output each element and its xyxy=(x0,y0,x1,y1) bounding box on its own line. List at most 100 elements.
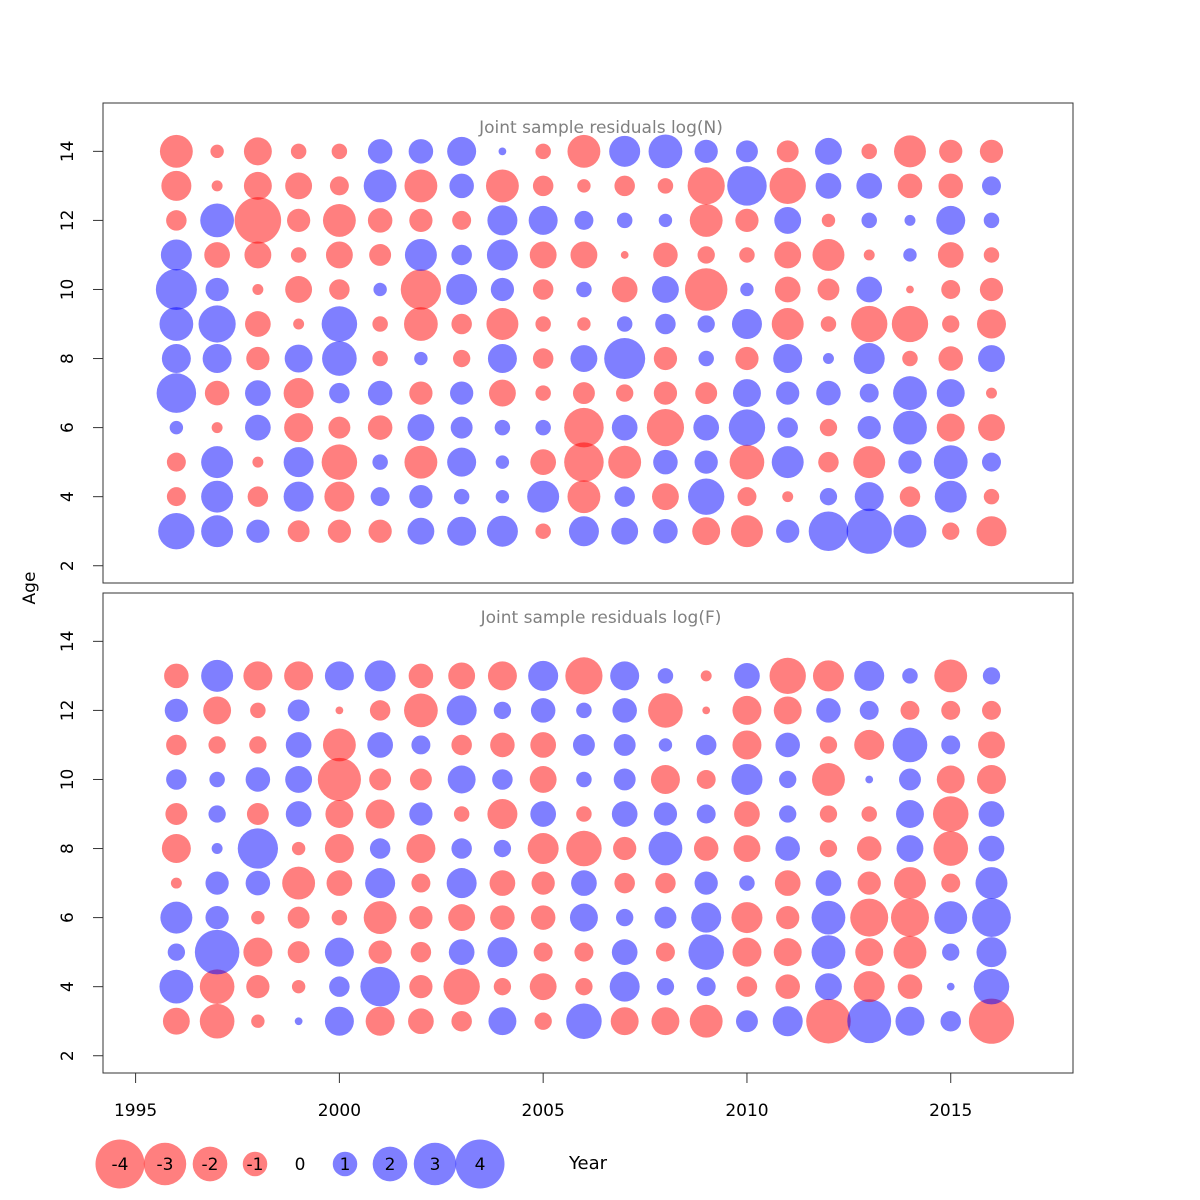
residual-bubble xyxy=(528,205,558,235)
residual-bubble xyxy=(655,942,675,962)
residual-bubble xyxy=(577,179,591,193)
residual-bubble xyxy=(325,800,354,828)
residual-bubble xyxy=(409,905,433,930)
residual-bubble xyxy=(613,733,636,756)
legend-label: 2 xyxy=(385,1155,396,1175)
residual-bubble xyxy=(815,173,842,199)
residual-bubble xyxy=(863,249,875,261)
residual-bubble xyxy=(331,909,348,926)
y-tick-label: 14 xyxy=(58,141,78,163)
residual-bubble xyxy=(159,134,193,168)
residual-bubble xyxy=(776,140,799,163)
residual-bubble xyxy=(447,447,477,477)
residual-bubble xyxy=(934,659,968,693)
residual-bubble xyxy=(773,344,803,374)
residual-bubble xyxy=(981,452,1001,472)
residual-bubble xyxy=(367,415,393,440)
residual-bubble xyxy=(291,979,306,994)
residual-bubble xyxy=(285,766,313,793)
residual-bubble xyxy=(208,736,226,754)
residual-bubble xyxy=(411,873,431,893)
residual-bubble xyxy=(808,511,849,551)
residual-bubble xyxy=(692,517,721,546)
residual-bubble xyxy=(933,445,968,480)
residual-bubble xyxy=(893,410,927,445)
residual-bubble xyxy=(205,277,229,302)
residual-bubble xyxy=(327,519,352,543)
residual-bubble xyxy=(448,662,476,690)
residual-bubble xyxy=(657,178,674,194)
residual-bubble xyxy=(695,734,717,756)
residual-bubble xyxy=(576,281,592,298)
residual-bubble xyxy=(979,277,1004,302)
residual-bubble xyxy=(495,455,510,469)
residual-bubble xyxy=(773,696,802,725)
residual-bubble xyxy=(155,268,197,310)
residual-bubble xyxy=(234,197,282,244)
residual-bubble xyxy=(364,660,396,692)
residual-bubble xyxy=(691,902,722,933)
residual-bubble xyxy=(978,414,1005,442)
residual-bubble xyxy=(822,353,834,365)
residual-bubble xyxy=(782,491,794,503)
residual-bubble xyxy=(815,870,842,896)
y-tick-label: 6 xyxy=(58,422,78,433)
residual-bubble xyxy=(291,841,306,856)
residual-bubble xyxy=(409,975,433,999)
residual-bubble xyxy=(853,446,886,479)
residual-bubble xyxy=(735,140,758,163)
residual-bubble xyxy=(978,835,1005,862)
residual-bubble xyxy=(611,276,638,303)
x-tick-label: 2015 xyxy=(929,1101,972,1121)
residual-bubble xyxy=(731,902,763,934)
residual-bubble xyxy=(819,418,838,437)
residual-bubble xyxy=(244,241,272,269)
y-tick-label: 12 xyxy=(58,700,78,722)
residual-bubble xyxy=(819,487,838,506)
residual-bubble xyxy=(407,517,435,545)
residual-bubble xyxy=(854,660,885,691)
residual-bubble xyxy=(893,514,927,548)
residual-bubble xyxy=(162,1007,190,1035)
residual-bubble xyxy=(534,1012,552,1030)
residual-bubble xyxy=(528,660,559,691)
residual-bubble xyxy=(202,344,232,374)
panel-title: Joint sample residuals log(F) xyxy=(480,608,722,628)
residual-bubble xyxy=(700,670,712,682)
residual-bubble xyxy=(447,516,477,546)
residual-bubble xyxy=(404,169,438,203)
y-tick-label: 2 xyxy=(58,1050,78,1061)
residual-bubble xyxy=(324,1006,354,1036)
residual-bubble xyxy=(655,313,676,335)
residual-bubble xyxy=(656,977,675,996)
residual-bubble xyxy=(535,143,551,160)
residual-bubble xyxy=(611,801,638,827)
residual-bubble xyxy=(861,212,877,229)
residual-bubble xyxy=(447,136,477,166)
x-axis: 1995 2000 2005 2010 2015 xyxy=(114,1072,972,1121)
residual-bubble xyxy=(653,802,678,826)
residual-bubble xyxy=(365,799,395,829)
residual-bubble xyxy=(367,139,393,164)
residual-bubble xyxy=(566,1003,602,1039)
residual-bubble xyxy=(533,942,553,962)
residual-bubble xyxy=(493,839,512,858)
residual-bubble xyxy=(936,379,965,408)
y-tick-label: 14 xyxy=(58,631,78,653)
residual-bubble xyxy=(489,870,516,896)
residual-bubble xyxy=(532,175,554,197)
residual-bubble xyxy=(818,451,839,473)
residual-bubble xyxy=(779,770,797,789)
residual-bubble xyxy=(856,836,882,861)
residual-bubble xyxy=(409,802,433,826)
residual-bubble xyxy=(981,700,1001,720)
residual-bubble xyxy=(986,387,997,399)
residual-bubble xyxy=(570,241,598,269)
residual-bubble xyxy=(485,169,519,203)
residual-bubble xyxy=(201,515,234,548)
residual-bubble xyxy=(735,208,759,233)
residual-bubble xyxy=(861,806,877,822)
residual-bubble xyxy=(895,1006,925,1036)
residual-bubble xyxy=(408,663,434,689)
residual-bubble xyxy=(939,139,963,163)
